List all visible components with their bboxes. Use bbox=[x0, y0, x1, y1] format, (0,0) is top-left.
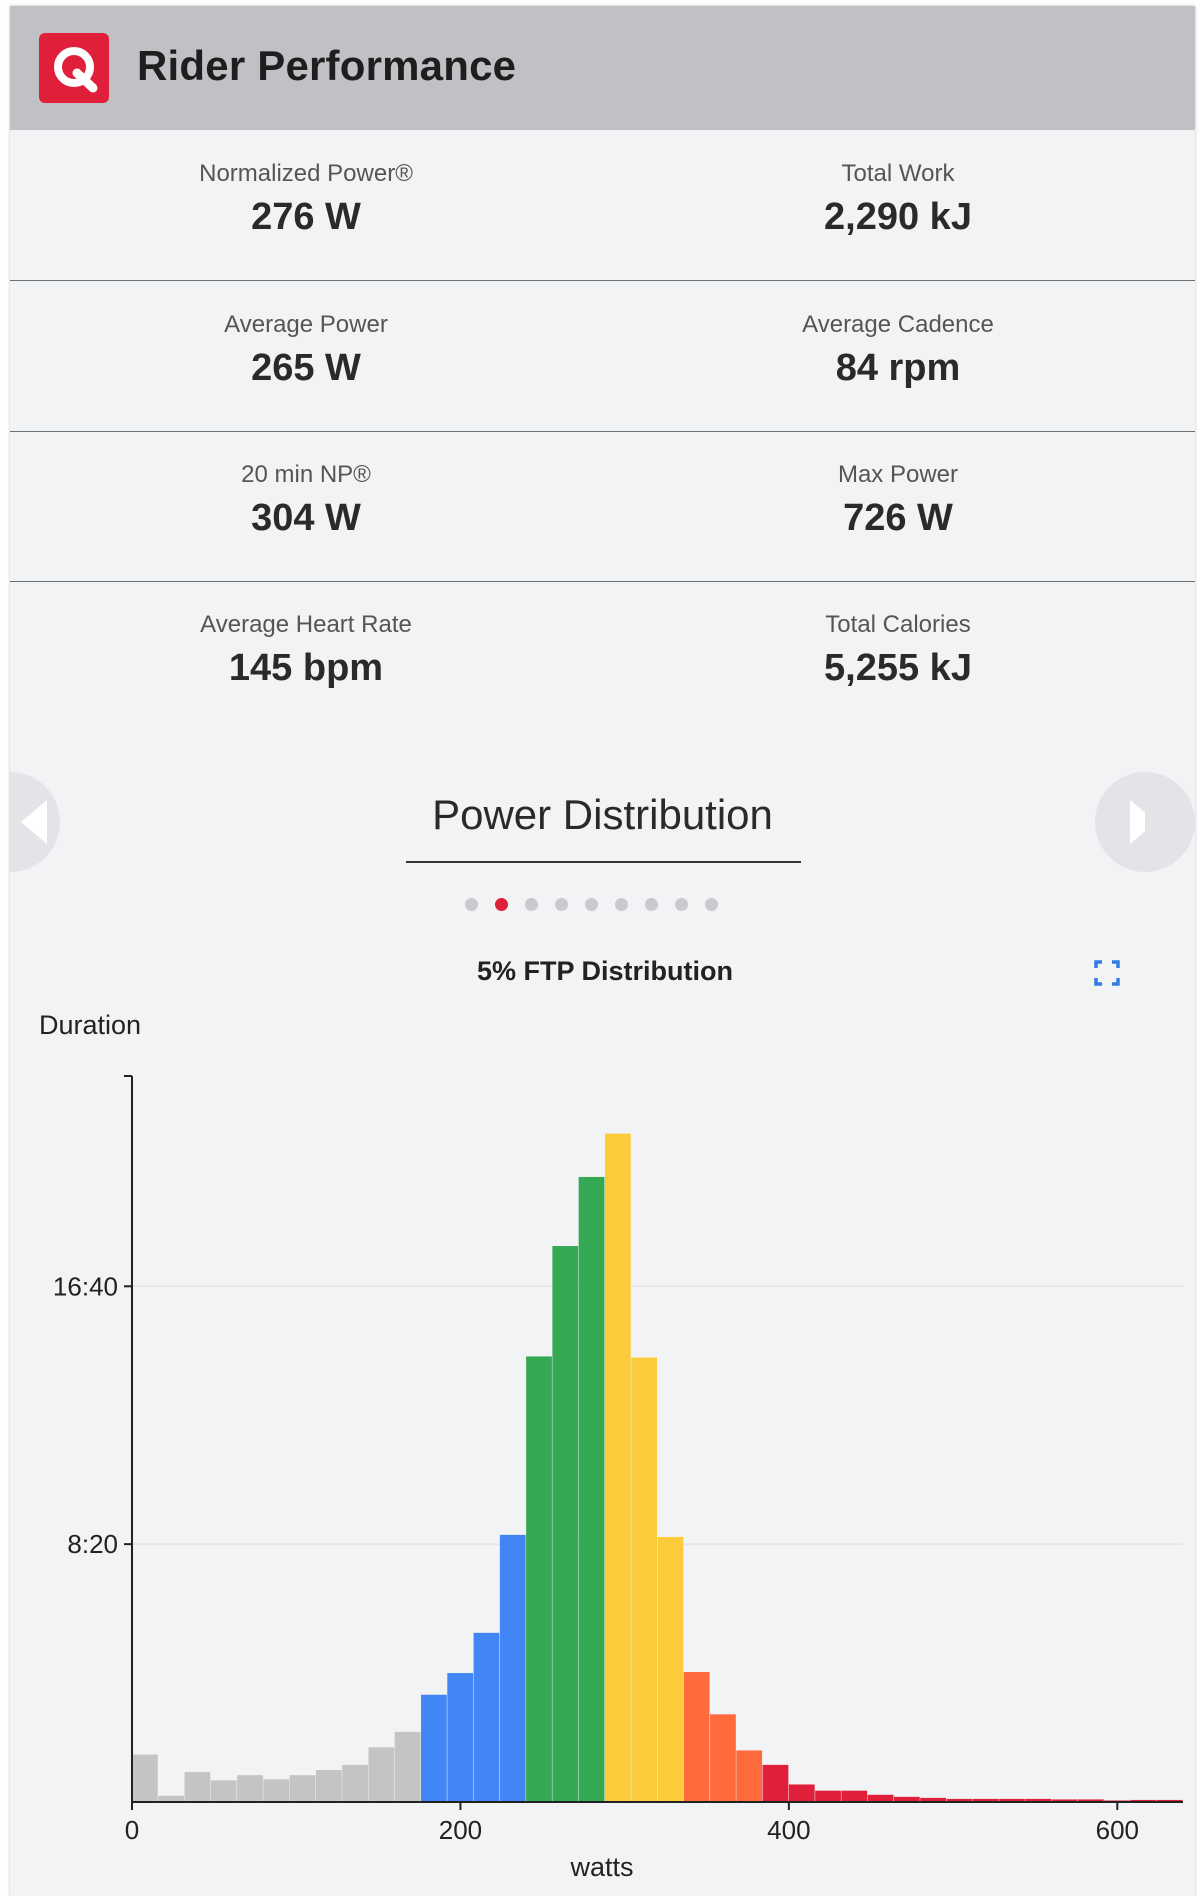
stats-row: Average Heart Rate 145 bpm Total Calorie… bbox=[10, 581, 1195, 731]
stat-max-power: Max Power 726 W bbox=[602, 431, 1194, 581]
stat-average-heart-rate: Average Heart Rate 145 bpm bbox=[10, 581, 602, 731]
histogram-bar[interactable] bbox=[946, 1798, 973, 1802]
y-tick-label: 16:40 bbox=[53, 1271, 118, 1301]
stats-row: Normalized Power® 276 W Total Work 2,290… bbox=[10, 130, 1195, 281]
pagination-dot[interactable] bbox=[555, 898, 568, 911]
stat-label: Average Heart Rate bbox=[200, 611, 412, 638]
stat-label: Max Power bbox=[837, 461, 959, 488]
app-logo bbox=[39, 33, 109, 103]
pagination-dot[interactable] bbox=[615, 898, 628, 911]
histogram-bar[interactable] bbox=[578, 1176, 605, 1802]
histogram-bar[interactable] bbox=[421, 1694, 447, 1802]
app-header: Rider Performance bbox=[10, 6, 1195, 130]
stat-total-calories: Total Calories 5,255 kJ bbox=[602, 581, 1194, 731]
stats-row: 20 min NP® 304 W Max Power 726 W bbox=[10, 431, 1195, 582]
stat-value: 5,255 kJ bbox=[824, 647, 972, 689]
histogram-bar[interactable] bbox=[815, 1790, 841, 1802]
histogram-bar[interactable] bbox=[999, 1798, 1025, 1802]
chart-title: 5% FTP Distribution bbox=[476, 956, 733, 986]
histogram-bar[interactable] bbox=[1051, 1799, 1078, 1802]
histogram-bar[interactable] bbox=[736, 1750, 763, 1802]
pagination-dot[interactable] bbox=[645, 898, 658, 911]
pagination-dot[interactable] bbox=[465, 898, 478, 911]
histogram-bar[interactable] bbox=[447, 1673, 474, 1802]
pagination-dot[interactable] bbox=[705, 898, 718, 911]
histogram-bar[interactable] bbox=[526, 1356, 552, 1802]
x-axis-title: watts bbox=[569, 1852, 633, 1882]
x-tick-label: 0 bbox=[125, 1815, 139, 1845]
histogram-bar[interactable] bbox=[263, 1779, 290, 1802]
stat-label: Average Cadence bbox=[802, 311, 994, 338]
histogram-bar[interactable] bbox=[132, 1754, 158, 1802]
histogram-bar[interactable] bbox=[604, 1133, 631, 1802]
histogram-bar[interactable] bbox=[315, 1770, 342, 1802]
pagination-dot[interactable] bbox=[675, 898, 688, 911]
stat-average-power: Average Power 265 W bbox=[10, 281, 602, 431]
stat-value: 726 W bbox=[843, 497, 953, 539]
app-window: Rider Performance Normalized Power® 276 … bbox=[10, 6, 1195, 1896]
stats-row: Average Power 265 W Average Cadence 84 r… bbox=[10, 281, 1195, 432]
x-tick-label: 600 bbox=[1096, 1815, 1139, 1845]
stat-value: 265 W bbox=[251, 347, 361, 389]
pagination-dot[interactable] bbox=[525, 898, 538, 911]
stat-value: 145 bpm bbox=[228, 647, 384, 689]
x-tick-label: 200 bbox=[439, 1815, 482, 1845]
histogram-bar[interactable] bbox=[289, 1775, 316, 1802]
carousel-prev-button[interactable] bbox=[10, 772, 60, 872]
histogram-bar[interactable] bbox=[210, 1780, 237, 1802]
stat-value: 84 rpm bbox=[835, 347, 961, 389]
histogram-bar[interactable] bbox=[710, 1714, 736, 1802]
stat-value: 2,290 kJ bbox=[824, 196, 972, 238]
histogram-bar[interactable] bbox=[657, 1536, 684, 1802]
histogram-bar[interactable] bbox=[342, 1764, 368, 1802]
pagination-dot[interactable] bbox=[585, 898, 598, 911]
histogram-bar[interactable] bbox=[368, 1747, 395, 1802]
chevron-right-icon bbox=[1130, 800, 1145, 844]
stat-label: Total Calories bbox=[825, 611, 971, 638]
stat-normalized-power: Normalized Power® 276 W bbox=[10, 130, 602, 280]
stat-average-cadence: Average Cadence 84 rpm bbox=[602, 281, 1194, 431]
app-title: Rider Performance bbox=[137, 42, 517, 89]
histogram-bar[interactable] bbox=[972, 1798, 999, 1802]
histogram-bar[interactable] bbox=[841, 1790, 868, 1802]
stat-total-work: Total Work 2,290 kJ bbox=[602, 130, 1194, 280]
stat-label: Total Work bbox=[841, 160, 955, 187]
histogram-bar[interactable] bbox=[473, 1632, 500, 1802]
histogram-bar[interactable] bbox=[394, 1731, 421, 1802]
stat-label: Normalized Power® bbox=[199, 160, 413, 187]
section-underline bbox=[406, 861, 801, 863]
stat-value: 276 W bbox=[251, 196, 361, 238]
histogram-bar[interactable] bbox=[683, 1672, 710, 1802]
stat-value: 304 W bbox=[251, 497, 361, 539]
histogram-bar[interactable] bbox=[552, 1246, 579, 1802]
expand-chart-button[interactable] bbox=[1092, 958, 1122, 988]
x-tick-label: 400 bbox=[767, 1815, 810, 1845]
fullscreen-icon bbox=[1094, 960, 1120, 986]
stat-label: Average Power bbox=[224, 311, 388, 338]
histogram-bar[interactable] bbox=[499, 1534, 526, 1802]
histogram-bar[interactable] bbox=[920, 1797, 947, 1802]
histogram-bar[interactable] bbox=[184, 1772, 211, 1802]
histogram-bar[interactable] bbox=[893, 1796, 920, 1802]
stat-20min-np: 20 min NP® 304 W bbox=[10, 431, 602, 581]
histogram-bar[interactable] bbox=[1130, 1799, 1157, 1802]
carousel-next-button[interactable] bbox=[1095, 772, 1195, 872]
pagination-dot[interactable] bbox=[495, 898, 508, 911]
histogram-bar[interactable] bbox=[867, 1794, 894, 1802]
section-title: Power Distribution bbox=[432, 791, 773, 838]
y-tick-label: 8:20 bbox=[67, 1529, 118, 1559]
histogram-bar[interactable] bbox=[788, 1784, 815, 1802]
power-distribution-chart: 8:20 16:40 0 200 400 600 watts bbox=[53, 1075, 1183, 1882]
histogram-bar[interactable] bbox=[1025, 1798, 1052, 1802]
histogram-bar[interactable] bbox=[762, 1764, 789, 1802]
histogram-bar[interactable] bbox=[237, 1775, 263, 1802]
y-axis-title: Duration bbox=[39, 1010, 142, 1040]
q-logo-icon bbox=[54, 47, 98, 93]
histogram-bar[interactable] bbox=[1156, 1799, 1183, 1802]
histogram-bar[interactable] bbox=[1077, 1799, 1104, 1802]
chevron-left-icon bbox=[21, 800, 47, 844]
histogram-bar[interactable] bbox=[631, 1357, 657, 1802]
histogram-bar[interactable] bbox=[158, 1795, 185, 1802]
stat-label: 20 min NP® bbox=[241, 461, 371, 488]
